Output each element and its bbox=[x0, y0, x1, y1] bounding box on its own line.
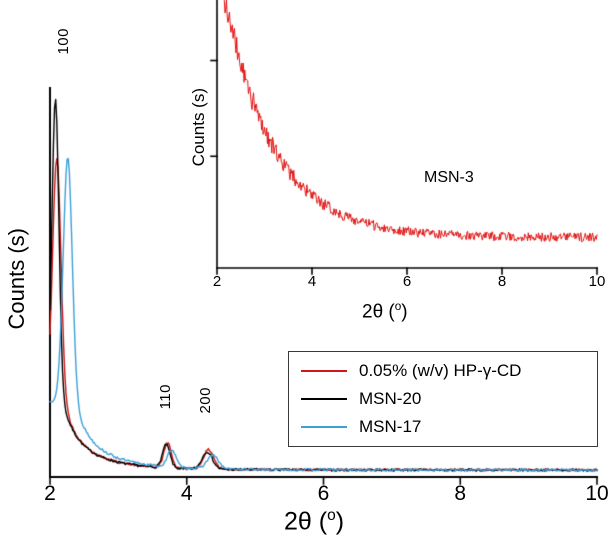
legend-label: MSN-17 bbox=[359, 417, 422, 436]
peak-annotation-100: 100 bbox=[55, 28, 72, 55]
main-x-tick-label: 2 bbox=[44, 482, 56, 505]
peak-annotation-200: 200 bbox=[197, 387, 214, 414]
main-x-axis-label-sup: o bbox=[327, 507, 336, 524]
main-x-tick-label: 8 bbox=[454, 482, 467, 505]
main-x-axis-label: 2θ (o) bbox=[284, 507, 344, 536]
legend-label: MSN-20 bbox=[359, 389, 422, 408]
inset-x-tick-label: 4 bbox=[307, 273, 317, 290]
inset-x-tick-label: 2 bbox=[212, 273, 222, 290]
inset-x-axis-label: 2θ (o) bbox=[362, 300, 408, 323]
inset-x-axis-label-sup: o bbox=[394, 300, 402, 313]
legend: 0.05% (w/v) HP-γ-CD MSN-20 MSN-17 bbox=[288, 351, 598, 447]
legend-line-swatch bbox=[301, 370, 347, 372]
main-x-axis-label-text: 2θ ( bbox=[284, 507, 328, 536]
peak-annotation-110: 110 bbox=[157, 384, 174, 410]
main-x-axis-label-close: ) bbox=[335, 507, 345, 536]
legend-line-swatch bbox=[301, 426, 347, 428]
inset-x-tick-label: 10 bbox=[588, 273, 606, 290]
inset-x-tick-label: 8 bbox=[497, 273, 507, 290]
main-x-tick-label: 6 bbox=[317, 482, 330, 505]
inset-x-tick-label: 6 bbox=[402, 273, 412, 290]
legend-label: 0.05% (w/v) HP-γ-CD bbox=[359, 361, 522, 380]
main-x-tick-label: 10 bbox=[585, 482, 609, 505]
inset-y-axis-label: Counts (s) bbox=[189, 88, 208, 167]
inset-x-axis-label-close: ) bbox=[401, 301, 408, 323]
main-x-tick-label: 4 bbox=[180, 482, 193, 505]
legend-item: MSN-20 bbox=[301, 389, 585, 409]
inset-x-axis-label-text: 2θ ( bbox=[362, 301, 395, 323]
legend-item: MSN-17 bbox=[301, 417, 585, 437]
legend-item: 0.05% (w/v) HP-γ-CD bbox=[301, 361, 585, 381]
inset-series-label: MSN-3 bbox=[424, 169, 474, 186]
legend-line-swatch bbox=[301, 398, 347, 400]
main-y-axis-label: Counts (s) bbox=[4, 228, 29, 330]
